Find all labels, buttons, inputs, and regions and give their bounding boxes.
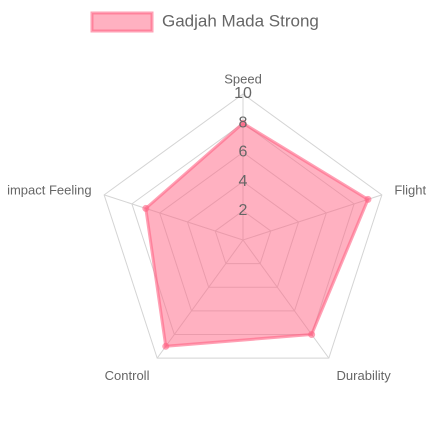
axis-label: Controll	[105, 368, 150, 383]
legend-label: Gadjah Mada Strong	[162, 11, 319, 30]
tick-label: 6	[239, 144, 248, 161]
tick-label: 10	[234, 85, 252, 102]
legend-swatch	[90, 11, 154, 33]
data-point	[308, 330, 316, 338]
radar-area	[144, 121, 370, 348]
axis-label: impact Feeling	[7, 182, 92, 197]
tick-label: 2	[239, 202, 248, 219]
data-point	[364, 195, 372, 203]
axis-label: Flight	[394, 182, 426, 197]
data-point	[142, 204, 150, 212]
data-point	[162, 342, 170, 350]
grid-line	[103, 93, 383, 359]
tick-label: 4	[239, 173, 248, 190]
tick-label: 8	[239, 114, 248, 131]
axis-label: Durability	[337, 368, 392, 383]
data-point	[239, 119, 247, 127]
axis-label: Speed	[224, 71, 262, 86]
